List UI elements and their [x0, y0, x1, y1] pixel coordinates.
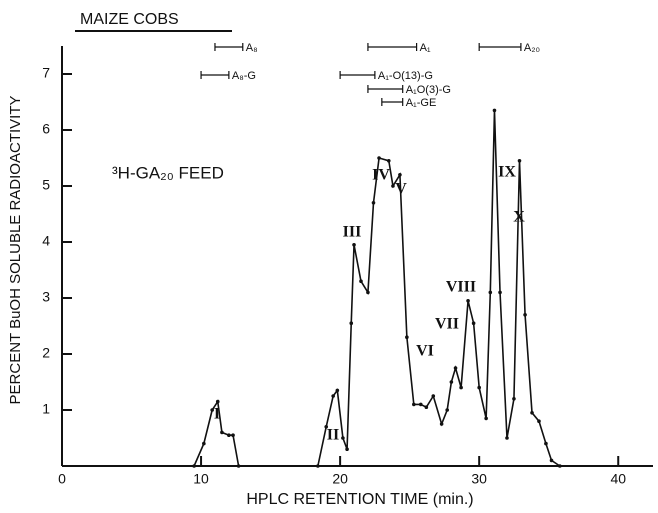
point	[523, 313, 527, 317]
point	[202, 441, 206, 446]
point	[371, 201, 376, 205]
x-tick-label: 30	[471, 471, 487, 487]
annotation: ³H-GA₂₀ FEED	[112, 163, 224, 182]
y-tick-label: 1	[42, 401, 50, 417]
y-tick-label: 4	[42, 233, 50, 249]
range-label: A₁	[420, 42, 431, 54]
point	[530, 411, 534, 415]
point	[366, 290, 370, 295]
point	[210, 408, 214, 412]
x-tick-label: 40	[610, 471, 626, 487]
point	[505, 436, 509, 440]
point	[558, 464, 562, 468]
peak-label: IV	[372, 167, 390, 184]
peak-label: VII	[435, 316, 459, 333]
y-tick-label: 2	[42, 345, 50, 361]
point	[424, 405, 429, 410]
range-label: A₂₀	[524, 42, 540, 54]
point	[466, 299, 470, 303]
point	[345, 447, 349, 452]
chart-title: MAIZE COBS	[80, 11, 179, 28]
peak-label: II	[327, 427, 339, 444]
x-axis-label: HPLC RETENTION TIME (min.)	[246, 491, 473, 508]
point	[453, 366, 458, 370]
range-label: A₈	[246, 42, 258, 54]
range-label: A₈-G	[232, 70, 256, 82]
peak-label: V	[395, 181, 407, 198]
peak-label: X	[513, 209, 525, 226]
point	[377, 156, 381, 160]
range-label: A₁-GE	[406, 97, 437, 109]
point	[459, 385, 463, 390]
point	[324, 425, 329, 429]
point	[431, 394, 436, 398]
point	[341, 436, 345, 440]
range-label: A₁O(3)-G	[406, 84, 451, 96]
point	[352, 243, 356, 247]
point	[544, 441, 548, 446]
point	[386, 159, 391, 163]
peak-label: I	[214, 406, 220, 423]
point	[335, 388, 340, 393]
point	[220, 430, 224, 435]
peak-label: VIII	[446, 279, 476, 296]
point	[316, 464, 320, 468]
point	[549, 458, 554, 463]
point	[418, 402, 423, 407]
point	[498, 290, 502, 295]
point	[445, 408, 449, 412]
point	[471, 321, 476, 326]
range-label: A₁-O(13)-G	[378, 70, 433, 82]
y-tick-label: 7	[42, 65, 50, 81]
peak-label: III	[343, 224, 362, 241]
point	[477, 385, 481, 390]
point	[391, 184, 395, 188]
x-tick-label: 0	[58, 471, 66, 487]
peak-label: IX	[498, 164, 516, 181]
y-tick-label: 3	[42, 289, 50, 305]
y-axis-label: PERCENT BuOH SOLUBLE RADIOACTIVITY	[7, 96, 24, 405]
point	[512, 397, 516, 401]
x-tick-label: 20	[332, 471, 348, 487]
point	[349, 321, 354, 326]
x-tick-label: 10	[193, 471, 209, 487]
point	[488, 290, 493, 295]
point	[231, 433, 235, 438]
point	[412, 402, 416, 407]
point	[517, 159, 522, 163]
y-tick-label: 5	[42, 177, 50, 193]
point	[398, 173, 402, 177]
point	[331, 394, 335, 398]
point	[227, 433, 231, 438]
point	[449, 380, 454, 384]
point	[537, 419, 541, 424]
point	[359, 279, 363, 284]
point	[405, 335, 409, 340]
point	[484, 416, 488, 421]
point	[192, 464, 196, 468]
peak-label: VI	[416, 343, 434, 360]
point	[236, 464, 241, 468]
point	[215, 399, 220, 404]
y-tick-label: 6	[42, 121, 50, 137]
point	[492, 108, 497, 113]
point	[439, 422, 444, 426]
